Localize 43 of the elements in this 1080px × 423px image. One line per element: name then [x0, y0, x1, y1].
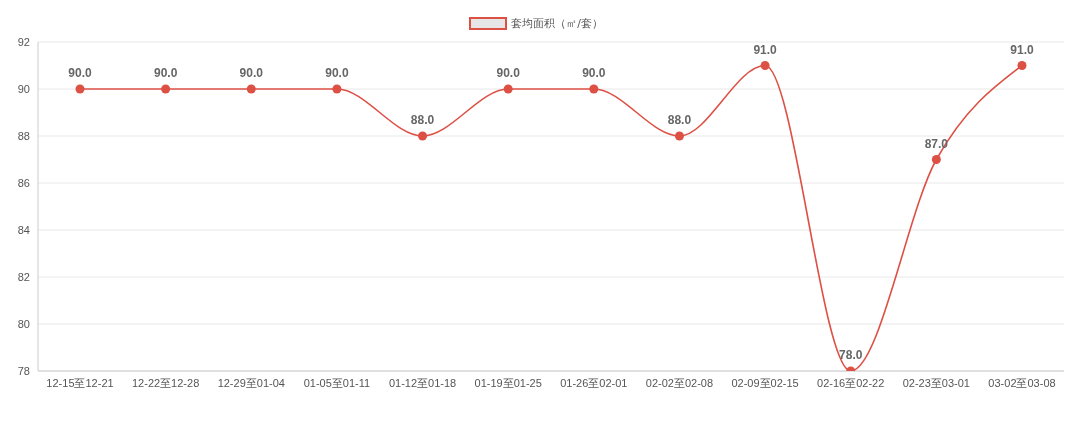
x-tick-label: 01-12至01-18 [388, 376, 457, 389]
data-label: 90.0 [68, 66, 92, 80]
x-tick-label: 12-15至12-21 [46, 376, 114, 389]
point [246, 84, 256, 94]
y-tick-label: 86 [17, 176, 30, 189]
y-tick-label: 78 [17, 364, 30, 377]
x-tick-label: 12-29至01-04 [217, 376, 285, 389]
y-tick-label: 84 [17, 223, 30, 236]
data-label: 90.0 [239, 66, 264, 80]
y-tick-label: 88 [17, 129, 30, 142]
point [418, 131, 428, 141]
point [1017, 61, 1027, 70]
y-tick-label: 90 [17, 82, 30, 95]
x-tick-label: 02-02至02-08 [645, 376, 714, 389]
x-tick-label: 01-05至01-11 [303, 376, 371, 389]
point [589, 84, 599, 94]
x-tick-label: 02-09至02-15 [731, 376, 799, 389]
point [75, 84, 85, 94]
data-label: 91.0 [1010, 42, 1034, 57]
point [332, 84, 342, 94]
y-tick-label: 82 [17, 270, 30, 283]
point [161, 84, 171, 94]
point [674, 131, 684, 141]
data-label: 90.0 [496, 66, 521, 80]
point [760, 61, 770, 70]
data-label: 90.0 [325, 66, 349, 80]
x-tick-label: 01-26至02-01 [560, 376, 628, 389]
x-tick-label: 03-02至03-08 [988, 376, 1056, 389]
x-tick-label: 02-23至03-01 [902, 376, 970, 389]
data-label: 78.0 [839, 348, 863, 362]
data-label: 88.0 [667, 113, 692, 127]
point [931, 155, 941, 164]
data-label: 91.0 [753, 42, 778, 57]
legend-label: 套均面积（㎡/套） [511, 16, 603, 31]
y-tick-label: 80 [17, 317, 30, 330]
point [503, 84, 513, 94]
data-label: 90.0 [153, 66, 178, 80]
y-tick-label: 92 [17, 35, 30, 48]
data-label: 88.0 [410, 113, 435, 127]
x-tick-label: 12-22至12-28 [132, 376, 200, 389]
x-tick-label: 01-19至01-25 [474, 376, 542, 389]
x-tick-label: 02-16至02-22 [817, 376, 885, 389]
data-label: 90.0 [582, 66, 606, 80]
